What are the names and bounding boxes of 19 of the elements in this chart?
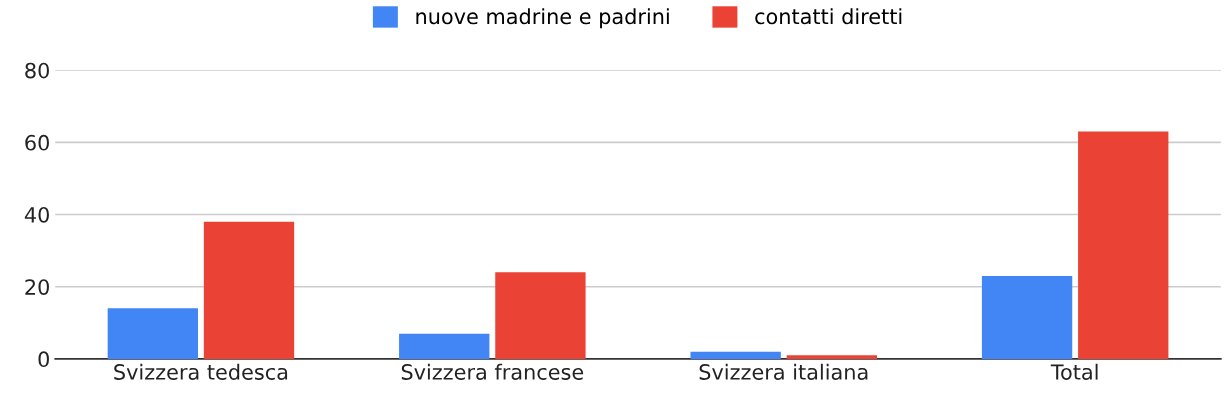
bar — [495, 272, 586, 359]
legend-label: contatti diretti — [755, 8, 902, 25]
bar — [107, 308, 199, 359]
y-tick-label: 80 — [25, 62, 49, 79]
y-tick-label: 20 — [25, 279, 49, 295]
x-tick-label: Svizzera italiana — [699, 363, 868, 380]
legend-label: nuove madrine e padrini — [416, 8, 669, 29]
bar — [1078, 131, 1169, 359]
bar — [786, 355, 877, 359]
bar — [690, 351, 781, 359]
bar — [203, 221, 295, 359]
y-tick-label: 0 — [38, 351, 49, 368]
x-tick-label: Total — [1050, 363, 1098, 380]
x-tick-label: Svizzera tedesca — [114, 363, 288, 380]
y-tick-label: 60 — [25, 134, 49, 151]
x-tick-label: Svizzera francese — [401, 363, 584, 380]
y-tick-label: 40 — [24, 206, 49, 223]
bar — [399, 333, 490, 359]
bar — [981, 275, 1073, 359]
